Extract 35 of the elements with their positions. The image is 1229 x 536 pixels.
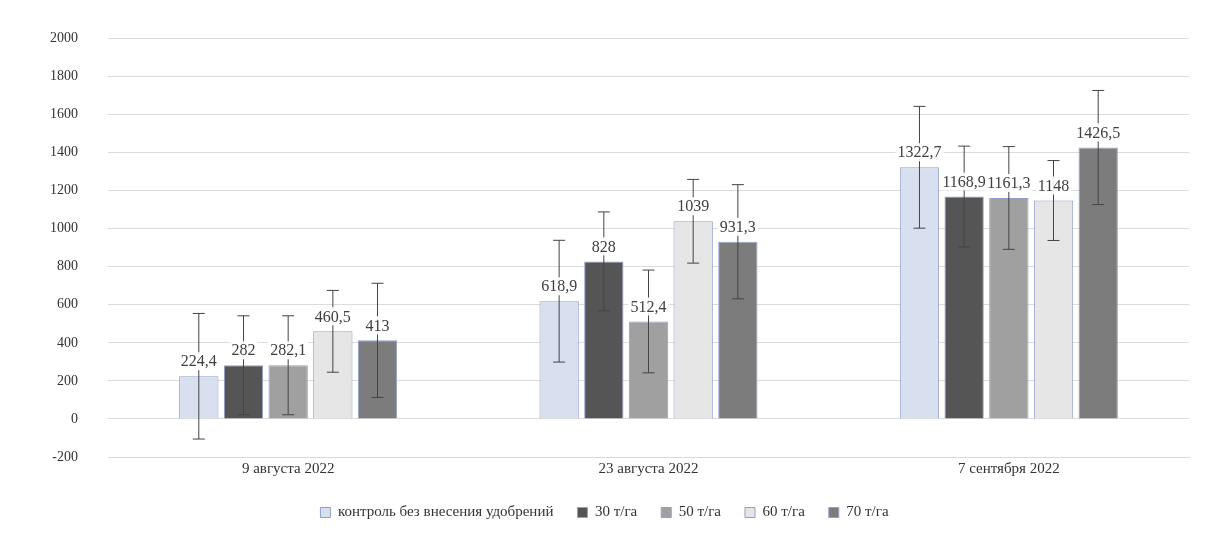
y-tick-label: -200 <box>52 448 78 464</box>
data-label: 931,3 <box>719 217 756 235</box>
y-tick-label: 0 <box>71 410 78 426</box>
x-tick-label: 7 сентября 2022 <box>957 459 1060 476</box>
legend-label: 70 т/га <box>846 503 889 520</box>
legend-label: 50 т/га <box>678 503 722 520</box>
y-tick-label: 600 <box>57 296 78 312</box>
legend-label: контроль без внесения удобрений <box>337 503 554 520</box>
data-label: 282 <box>231 341 256 359</box>
y-tick-label: 400 <box>57 334 78 350</box>
data-label: 512,4 <box>630 297 667 315</box>
data-label: 224,4 <box>180 352 217 370</box>
data-label: 1426,5 <box>1076 123 1121 141</box>
x-tick-label: 9 августа 2022 <box>241 459 335 476</box>
y-tick-label: 1000 <box>50 220 78 236</box>
data-label: 1148 <box>1037 176 1070 194</box>
y-tick-label: 800 <box>57 258 78 274</box>
legend-label: 30 т/га <box>594 503 638 520</box>
data-label: 618,9 <box>541 277 578 295</box>
data-label: 282,1 <box>270 341 307 359</box>
data-label: 1322,7 <box>897 143 942 161</box>
y-tick-label: 200 <box>57 372 78 388</box>
data-label: 1168,9 <box>942 172 986 190</box>
y-tick-label: 1200 <box>50 182 78 198</box>
y-tick-label: 2000 <box>50 30 78 46</box>
data-label: 1161,3 <box>987 174 1031 192</box>
legend-label: 60 т/га <box>762 503 806 520</box>
x-tick-label: 23 августа 2022 <box>598 459 699 476</box>
y-tick-label: 1400 <box>50 144 78 160</box>
data-label: 1039 <box>677 197 710 215</box>
data-label: 413 <box>365 316 390 334</box>
y-tick-label: 1800 <box>50 68 78 84</box>
y-tick-label: 1600 <box>50 106 78 122</box>
data-label: 828 <box>591 237 616 255</box>
data-label: 460,5 <box>314 307 351 325</box>
